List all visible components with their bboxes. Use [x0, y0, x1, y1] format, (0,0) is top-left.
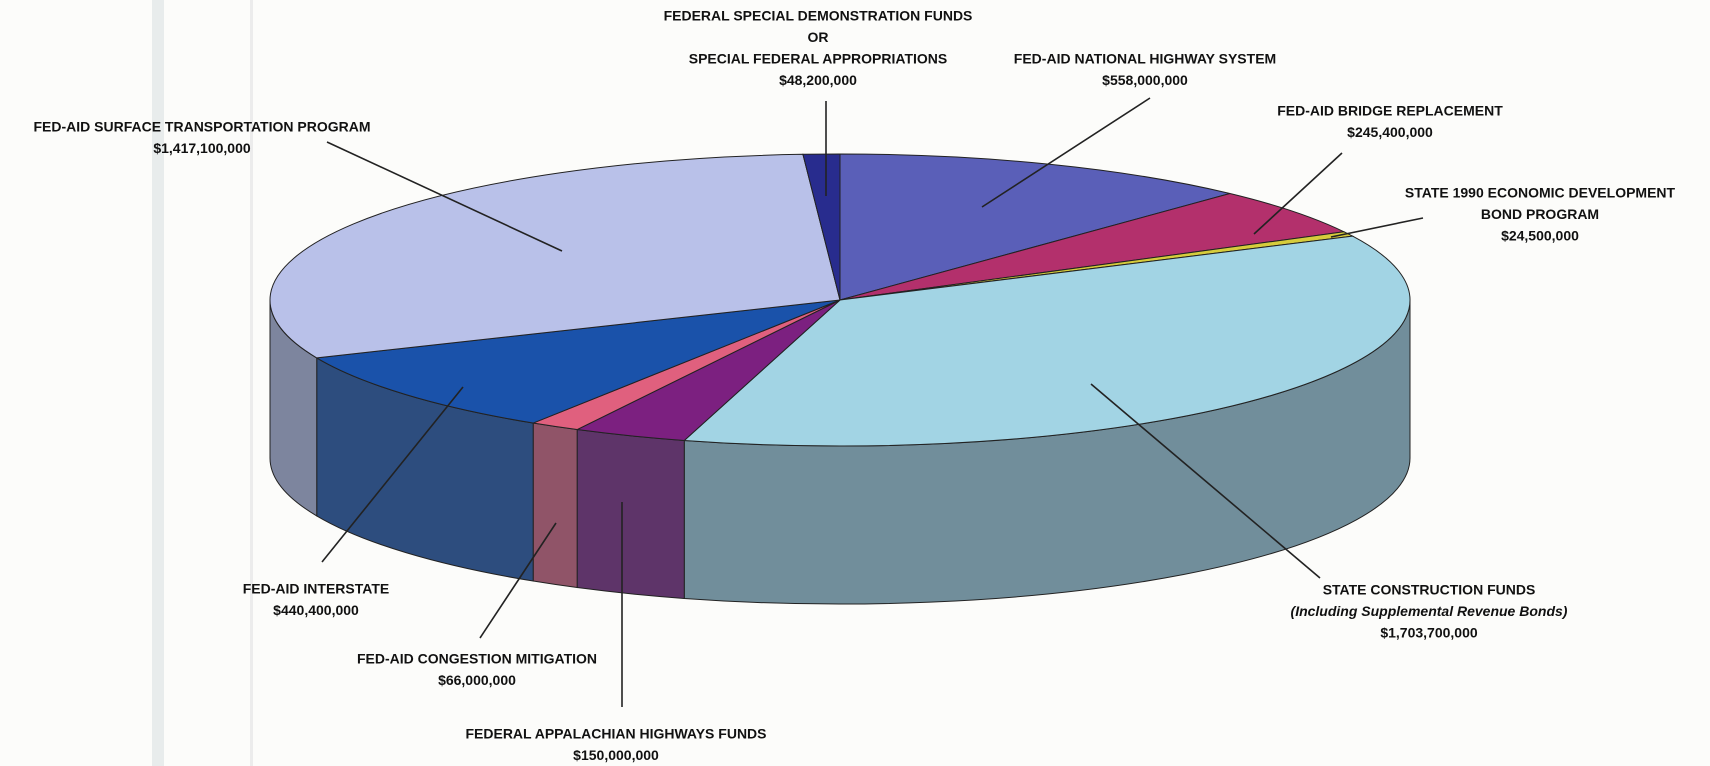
pie-tops: [269, 153, 1411, 447]
slice-label: OR: [808, 29, 829, 45]
pie-slice: [839, 153, 1231, 301]
leader-line: [326, 141, 563, 252]
slice-label: SPECIAL FEDERAL APPROPRIATIONS: [689, 51, 948, 67]
pie-slice: [315, 299, 841, 424]
pie-slice: [683, 235, 1411, 447]
pie-slice: [269, 153, 841, 359]
pie-slice: [839, 193, 1346, 301]
value-label: $440,400,000: [273, 602, 359, 618]
scan-strip: [250, 0, 253, 766]
pie-slice-side: [576, 428, 685, 599]
slice-label: FED-AID INTERSTATE: [243, 581, 389, 597]
value-label: $24,500,000: [1501, 228, 1579, 244]
slice-label: (Including Supplemental Revenue Bonds): [1291, 603, 1568, 619]
slice-label: FEDERAL SPECIAL DEMONSTRATION FUNDS: [664, 8, 973, 24]
value-label: $48,200,000: [779, 72, 857, 88]
leader-line: [1330, 217, 1424, 238]
labels: FED-AID NATIONAL HIGHWAY SYSTEM $558,000,…: [33, 8, 1675, 764]
leader-line: [1253, 152, 1343, 235]
scan-strip: [152, 0, 164, 766]
leader-line: [479, 522, 557, 639]
pie-sides: [269, 299, 1411, 605]
leader-line: [1090, 383, 1321, 579]
slice-label: STATE 1990 ECONOMIC DEVELOPMENT: [1405, 185, 1676, 201]
slice-label: FED-AID NATIONAL HIGHWAY SYSTEM: [1014, 51, 1276, 67]
leader-line: [981, 97, 1151, 208]
slice-label: FED-AID CONGESTION MITIGATION: [357, 651, 597, 667]
slice-label: BOND PROGRAM: [1481, 206, 1599, 222]
slice-label: FEDERAL APPALACHIAN HIGHWAYS FUNDS: [465, 726, 766, 742]
slice-label: FED-AID BRIDGE REPLACEMENT: [1277, 103, 1503, 119]
value-label: $66,000,000: [438, 672, 516, 688]
slice-label: STATE CONSTRUCTION FUNDS: [1323, 582, 1536, 598]
value-label: $558,000,000: [1102, 72, 1188, 88]
value-label: $1,703,700,000: [1380, 625, 1478, 641]
pie-slice-side: [532, 422, 578, 589]
pie-slice: [802, 153, 841, 301]
leader-line: [321, 386, 464, 563]
value-label: $245,400,000: [1347, 124, 1433, 140]
value-label: $150,000,000: [573, 747, 659, 763]
slice-label: FED-AID SURFACE TRANSPORTATION PROGRAM: [33, 119, 370, 135]
value-label: $1,417,100,000: [153, 140, 251, 156]
